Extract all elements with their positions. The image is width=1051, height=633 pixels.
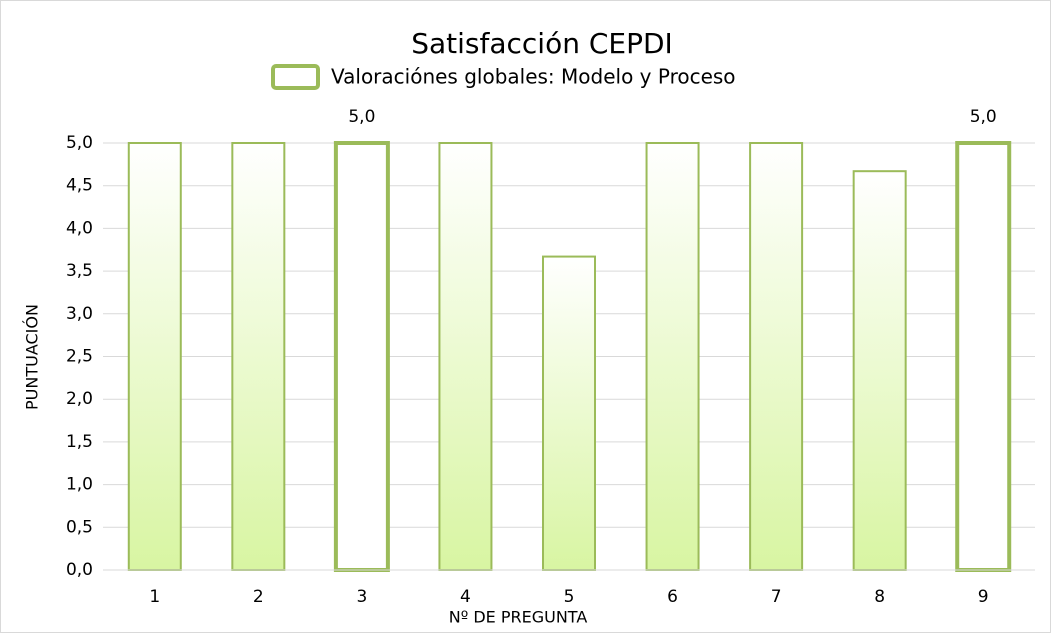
bar <box>749 142 804 571</box>
bar <box>333 141 390 572</box>
x-axis-title: Nº DE PREGUNTA <box>449 608 588 627</box>
y-tick-label: 2,5 <box>66 347 93 367</box>
data-label: 5,0 <box>348 107 375 127</box>
chart-title: Satisfacción CEPDI <box>411 27 673 60</box>
legend-label: Valoraciónes globales: Modelo y Proceso <box>331 65 736 89</box>
bar <box>852 170 907 571</box>
x-tick-label: 8 <box>874 587 885 607</box>
x-tick-label: 3 <box>356 587 367 607</box>
x-tick-label: 7 <box>771 587 782 607</box>
data-label: 5,0 <box>970 107 997 127</box>
x-tick-label: 9 <box>978 587 989 607</box>
bar <box>438 142 493 571</box>
bar <box>955 141 1012 572</box>
y-tick-label: 1,0 <box>66 475 93 495</box>
y-tick-label: 0,0 <box>66 560 93 580</box>
y-tick-label: 5,0 <box>66 133 93 153</box>
y-tick-label: 4,0 <box>66 218 93 238</box>
y-tick-label: 0,5 <box>66 517 93 537</box>
x-tick-label: 1 <box>149 587 160 607</box>
y-tick-label: 3,0 <box>66 304 93 324</box>
x-tick-label: 4 <box>460 587 471 607</box>
y-tick-label: 4,5 <box>66 176 93 196</box>
y-tick-label: 2,0 <box>66 389 93 409</box>
y-axis-title: PUNTUACIÓN <box>23 304 42 410</box>
bar <box>645 142 700 571</box>
legend-swatch <box>271 64 320 90</box>
y-tick-label: 3,5 <box>66 261 93 281</box>
x-tick-label: 6 <box>667 587 678 607</box>
x-tick-label: 2 <box>253 587 264 607</box>
y-tick-label: 1,5 <box>66 432 93 452</box>
bar <box>231 142 286 571</box>
bar <box>542 255 596 571</box>
bar <box>127 142 182 571</box>
x-tick-label: 5 <box>564 587 575 607</box>
